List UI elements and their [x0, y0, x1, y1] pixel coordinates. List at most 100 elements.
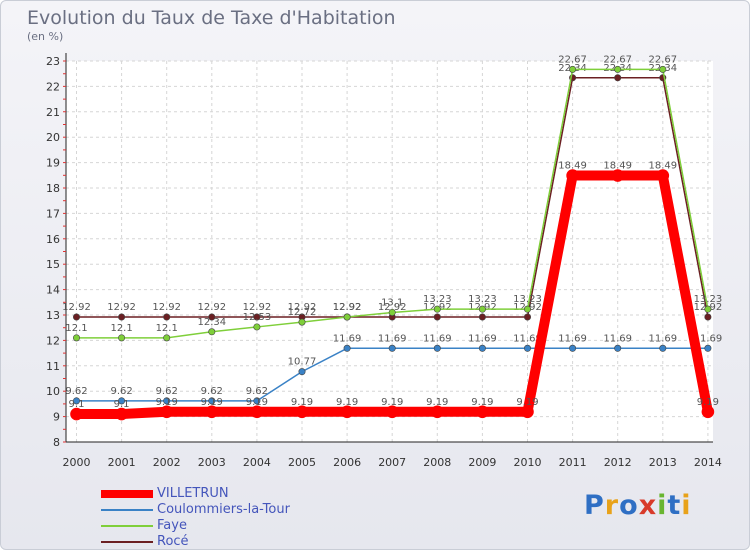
y-tick-label: 19 [46, 157, 60, 170]
data-point [160, 405, 173, 419]
data-point [118, 313, 126, 321]
data-point [295, 405, 309, 419]
data-label: 9.19 [336, 397, 358, 408]
data-label: 12.1 [110, 323, 132, 334]
y-tick-label: 18 [46, 182, 60, 195]
data-point [340, 405, 354, 419]
data-point [343, 344, 351, 352]
data-point [253, 397, 261, 405]
data-point [566, 169, 579, 182]
data-point [208, 313, 216, 321]
data-point [433, 344, 441, 352]
data-point [701, 405, 715, 419]
data-label: 18.49 [648, 161, 677, 172]
data-point [250, 405, 264, 419]
data-point [611, 169, 625, 182]
legend-swatch-coulommiers [101, 509, 153, 511]
x-tick-label: 2000 [63, 456, 91, 469]
data-label: 22.67 [603, 54, 632, 65]
data-label: 9.19 [471, 397, 493, 408]
y-tick-label: 14 [46, 284, 60, 297]
data-point [73, 334, 81, 342]
x-tick-label: 2001 [108, 456, 136, 469]
data-point [478, 313, 486, 321]
data-point [569, 344, 577, 352]
x-tick-label: 2014 [694, 456, 722, 469]
x-tick-label: 2009 [468, 456, 496, 469]
data-label: 12.1 [156, 323, 178, 334]
legend-label-roce: Rocé [157, 534, 189, 549]
x-tick-label: 2002 [153, 456, 181, 469]
y-tick-label: 20 [46, 131, 60, 144]
data-point [118, 334, 126, 342]
chart-title: Evolution du Taux de Taxe d'Habitation [27, 7, 396, 29]
data-point [659, 65, 667, 73]
y-tick-label: 15 [46, 258, 60, 271]
data-label: 11.69 [694, 333, 723, 344]
logo-letter: o [619, 490, 639, 521]
data-point [163, 334, 171, 342]
data-label: 9.19 [201, 397, 223, 408]
legend-swatch-faye [101, 525, 153, 527]
y-tick-label: 8 [53, 436, 60, 449]
data-point [656, 169, 670, 182]
data-point [476, 405, 489, 419]
x-tick-label: 2008 [423, 456, 451, 469]
data-point [430, 405, 444, 419]
logo-letter: P [584, 490, 605, 521]
data-point [73, 397, 81, 405]
data-label: 12.92 [243, 302, 272, 313]
x-tick-label: 2007 [378, 456, 406, 469]
x-tick-label: 2011 [559, 456, 587, 469]
y-tick-label: 17 [46, 207, 60, 220]
data-point [118, 397, 126, 405]
data-label: 9.62 [201, 386, 223, 397]
data-label: 9.19 [246, 397, 268, 408]
data-label: 12.92 [107, 302, 136, 313]
data-point [253, 313, 261, 321]
data-label: 9.62 [156, 386, 178, 397]
y-tick-label: 12 [46, 334, 60, 347]
data-label: 18.49 [558, 161, 587, 172]
y-tick-label: 13 [46, 309, 60, 322]
y-tick-label: 10 [46, 385, 60, 398]
data-label: 12.34 [197, 317, 226, 328]
data-label: 12.1 [65, 323, 87, 334]
data-label: 12.92 [288, 302, 317, 313]
data-label: 9.19 [516, 397, 538, 408]
data-label: 9.62 [246, 386, 268, 397]
data-label: 22.67 [558, 54, 587, 65]
x-tick-label: 2013 [649, 456, 677, 469]
data-label: 22.67 [648, 54, 677, 65]
data-point [388, 344, 396, 352]
data-label: 9.19 [291, 397, 313, 408]
data-point [614, 65, 622, 73]
data-point [385, 405, 399, 419]
y-tick-label: 22 [46, 80, 60, 93]
data-point [704, 313, 712, 321]
data-label: 12.92 [378, 302, 407, 313]
logo-letter: t [667, 490, 682, 521]
data-label: 9.1 [114, 399, 130, 410]
logo-letter: i [657, 490, 668, 521]
data-label: 9.1 [69, 399, 85, 410]
x-tick-label: 2005 [288, 456, 316, 469]
data-label: 9.62 [110, 386, 132, 397]
logo-letter: x [638, 490, 658, 521]
x-tick-label: 2004 [243, 456, 271, 469]
data-point [614, 344, 622, 352]
data-point [523, 344, 531, 352]
data-point [521, 405, 534, 419]
legend-label-faye: Faye [157, 518, 187, 533]
data-label: 12.92 [333, 302, 362, 313]
data-label: 12.92 [152, 302, 181, 313]
data-label: 9.19 [156, 397, 178, 408]
data-label: 9.62 [65, 386, 87, 397]
x-tick-label: 2003 [198, 456, 226, 469]
data-label: 11.69 [333, 333, 362, 344]
data-label: 9.19 [381, 397, 403, 408]
data-point [70, 407, 83, 421]
data-point [523, 305, 531, 313]
x-tick-label: 2010 [514, 456, 542, 469]
